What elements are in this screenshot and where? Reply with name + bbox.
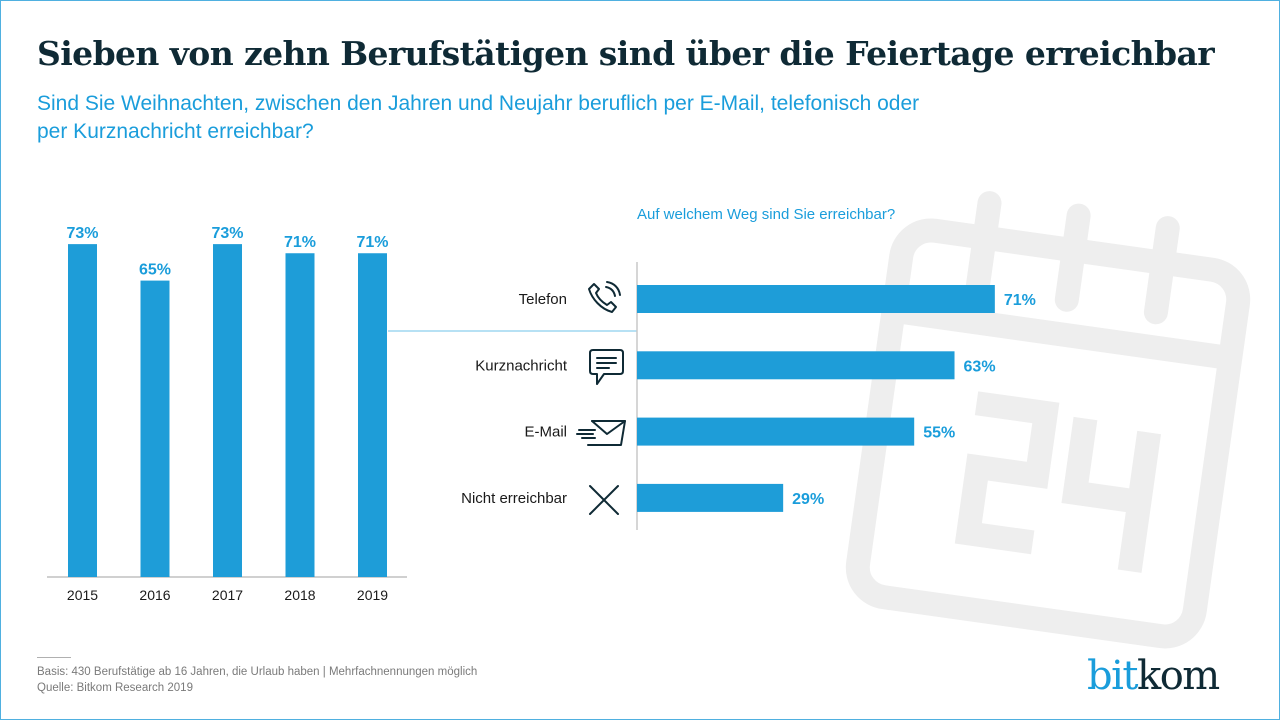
email-icon [576,420,626,446]
channel-bar-e-mail [637,417,915,446]
calendar-header-line [891,298,1232,370]
logo-part-kom: kom [1136,653,1220,699]
calendar-ring-1 [965,191,1002,300]
footer-notes: Basis: 430 Berufstätige ab 16 Jahren, di… [37,664,477,696]
year-value-label: 71% [284,234,316,251]
channel-bar-nicht-erreichbar [637,483,784,512]
subtitle-line-1: Sind Sie Weihnachten, zwischen den Jahre… [37,92,920,115]
year-tick-label: 2015 [67,587,98,603]
channel-value-label: 29% [792,491,824,508]
year-value-label: 73% [66,225,98,242]
channel-bar-kurznachricht [637,351,955,380]
channel-category-label: Kurznachricht [475,357,568,374]
page-title: Sieben von zehn Berufstätigen sind über … [37,34,1215,73]
channel-category-label: Telefon [519,291,567,308]
channel-category-label: E-Mail [524,424,567,441]
year-bar-2018 [285,253,315,578]
channel-bar-chart: Auf welchem Weg sind Sie erreichbar? 71%… [461,206,1036,530]
subtitle-line-2: per Kurznachricht erreichbar? [37,120,314,143]
cross-icon [589,485,619,515]
channel-value-label: 55% [923,425,955,442]
channel-category-label: Nicht erreichbar [461,490,567,507]
year-bar-2019 [358,253,387,578]
year-tick-label: 2017 [212,587,243,603]
calendar-ring-3 [1143,216,1180,325]
year-value-label: 65% [139,262,171,279]
yearly-bar-chart: 73% 2015 65% 2016 73% 2017 71% 2018 71% 2019 [47,225,407,603]
logo-part-bit: bit [1087,653,1138,699]
footer-divider [37,657,71,658]
message-icon [589,349,624,385]
footer-source: Quelle: Bitkom Research 2019 [37,682,193,694]
year-tick-label: 2016 [139,587,170,603]
channel-value-label: 63% [964,358,996,375]
year-bar-2016 [140,280,170,577]
channel-bar-telefon [637,285,995,313]
calendar-digit-4 [1061,416,1162,573]
year-tick-label: 2018 [284,587,315,603]
phone-icon [588,281,621,313]
year-bar-2015 [68,244,97,577]
channel-value-label: 71% [1004,292,1036,309]
footer-basis: Basis: 430 Berufstätige ab 16 Jahren, di… [37,666,478,678]
page-subtitle: Sind Sie Weihnachten, zwischen den Jahre… [37,90,1037,146]
channel-chart-title: Auf welchem Weg sind Sie erreichbar? [637,206,895,223]
calendar-digit-2 [954,391,1060,555]
year-tick-label: 2019 [357,587,388,603]
year-bar-2017 [213,244,242,577]
calendar-ring-2 [1054,203,1091,312]
bitkom-logo: bitkom [1087,653,1220,699]
year-value-label: 73% [211,225,243,242]
year-value-label: 71% [356,234,388,251]
